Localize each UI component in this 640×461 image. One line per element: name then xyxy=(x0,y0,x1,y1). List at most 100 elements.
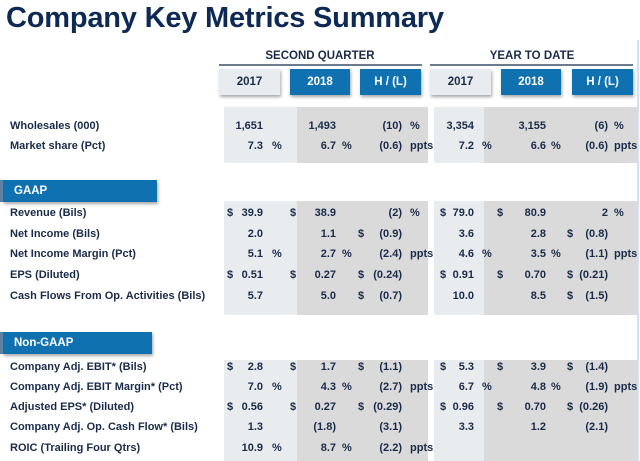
gaap-section-header: GAAP xyxy=(0,180,157,202)
non-gaap-section-header: Non-GAAP xyxy=(0,332,152,354)
cell-unit: % xyxy=(482,381,492,393)
cell-value: 2.8 xyxy=(247,361,263,373)
cell-currency: $ xyxy=(358,361,365,373)
cell-value: (3.1) xyxy=(379,421,402,433)
cell-currency: $ xyxy=(358,290,365,302)
cell-unit: % xyxy=(614,207,624,219)
cell-value: 4.8 xyxy=(530,381,546,393)
year-to-date-rule xyxy=(430,64,633,66)
cell-unit: % xyxy=(272,248,282,260)
cell-value: 7.0 xyxy=(247,381,263,393)
cell-currency: $ xyxy=(227,207,234,219)
cell-unit: % xyxy=(551,381,561,393)
cell-value: (0.24) xyxy=(373,269,402,281)
cell-value: (2) xyxy=(388,207,402,219)
cell-unit: % xyxy=(482,248,492,260)
cell-value: (0.21) xyxy=(579,269,608,281)
row-label: Market share (Pct) xyxy=(10,140,106,152)
cell-value: 79.0 xyxy=(452,207,474,219)
cell-value: 0.70 xyxy=(524,269,546,281)
cell-value: (0.6) xyxy=(585,140,608,152)
cell-value: (2.1) xyxy=(585,421,608,433)
cell-unit: % xyxy=(551,140,561,152)
cell-unit: ppts xyxy=(614,248,638,260)
cell-value: 5.3 xyxy=(458,361,474,373)
cell-value: 3,155 xyxy=(518,120,546,132)
row-label: Wholesales (000) xyxy=(10,120,100,132)
ytd-2018-hl-column-bg xyxy=(484,107,637,163)
cell-unit: % xyxy=(272,381,282,393)
cell-value: 1.1 xyxy=(320,228,336,240)
cell-unit: % xyxy=(551,248,561,260)
cell-value: 0.91 xyxy=(452,269,474,281)
cell-currency: $ xyxy=(290,269,297,281)
cell-unit: ppts xyxy=(410,442,434,454)
cell-value: (0.26) xyxy=(579,401,608,413)
q-2017-column-bg xyxy=(224,360,297,461)
cell-currency: $ xyxy=(440,401,447,413)
cell-value: 5.0 xyxy=(320,290,336,302)
cell-currency: $ xyxy=(290,401,297,413)
cell-unit: % xyxy=(342,248,352,260)
row-label: ROIC (Trailing Four Qtrs) xyxy=(10,442,141,454)
cell-value: (1.5) xyxy=(585,290,608,302)
cell-currency: $ xyxy=(567,401,574,413)
cell-value: 5.7 xyxy=(247,290,263,302)
cell-value: (1.1) xyxy=(379,361,402,373)
cell-value: 5.1 xyxy=(247,248,263,260)
cell-currency: $ xyxy=(227,401,234,413)
cell-value: 80.9 xyxy=(524,207,546,219)
cell-unit: % xyxy=(342,140,352,152)
cell-value: (10) xyxy=(382,120,402,132)
cell-currency: $ xyxy=(567,290,574,302)
row-label: Net Income Margin (Pct) xyxy=(10,248,136,260)
cell-unit: ppts xyxy=(614,381,638,393)
cell-unit: ppts xyxy=(410,140,434,152)
cell-currency: $ xyxy=(567,269,574,281)
cell-value: 3.9 xyxy=(530,361,546,373)
q-2018-column-header: 2018 xyxy=(290,69,350,95)
cell-value: (0.8) xyxy=(585,228,608,240)
ytd-2018-column-header: 2018 xyxy=(501,69,561,95)
ytd-2018-hl-column-bg xyxy=(484,201,637,315)
cell-currency: $ xyxy=(358,269,365,281)
cell-value: 3.6 xyxy=(458,228,474,240)
cell-currency: $ xyxy=(227,269,234,281)
row-label: Revenue (Bils) xyxy=(10,207,87,219)
cell-value: 39.9 xyxy=(241,207,263,219)
year-to-date-header: YEAR TO DATE xyxy=(489,50,575,62)
cell-currency: $ xyxy=(497,207,504,219)
cell-unit: % xyxy=(342,381,352,393)
cell-value: 4.3 xyxy=(320,381,336,393)
cell-unit: % xyxy=(272,442,282,454)
cell-value: 7.2 xyxy=(458,140,474,152)
cell-value: 10.9 xyxy=(241,442,263,454)
cell-value: (1.8) xyxy=(313,421,336,433)
cell-value: 38.9 xyxy=(314,207,336,219)
cell-value: (2.2) xyxy=(379,442,402,454)
cell-unit: ppts xyxy=(410,248,434,260)
cell-value: (1.9) xyxy=(585,381,608,393)
cell-unit: ppts xyxy=(614,140,638,152)
cell-currency: $ xyxy=(440,207,447,219)
cell-value: 1.7 xyxy=(320,361,336,373)
cell-value: 2.7 xyxy=(320,248,336,260)
cell-value: 0.70 xyxy=(524,401,546,413)
row-label: Cash Flows From Op. Activities (Bils) xyxy=(10,290,206,302)
row-label: Company Adj. EBIT Margin* (Pct) xyxy=(10,381,183,393)
q-2017-column-bg xyxy=(224,201,297,315)
cell-unit: % xyxy=(342,442,352,454)
ytd-2017-column-bg xyxy=(434,201,484,315)
q-2018-hl-column-bg xyxy=(297,201,428,315)
cell-unit: % xyxy=(614,120,624,132)
cell-value: (0.6) xyxy=(379,140,402,152)
row-label: Adjusted EPS* (Diluted) xyxy=(10,401,135,413)
cell-currency: $ xyxy=(358,228,365,240)
cell-value: (0.9) xyxy=(379,228,402,240)
cell-value: (6) xyxy=(594,120,608,132)
cell-currency: $ xyxy=(567,228,574,240)
cell-value: 0.51 xyxy=(241,269,263,281)
cell-value: 7.3 xyxy=(247,140,263,152)
cell-value: 6.7 xyxy=(458,381,474,393)
ytd-hl-column-header: H / (L) xyxy=(572,69,633,95)
